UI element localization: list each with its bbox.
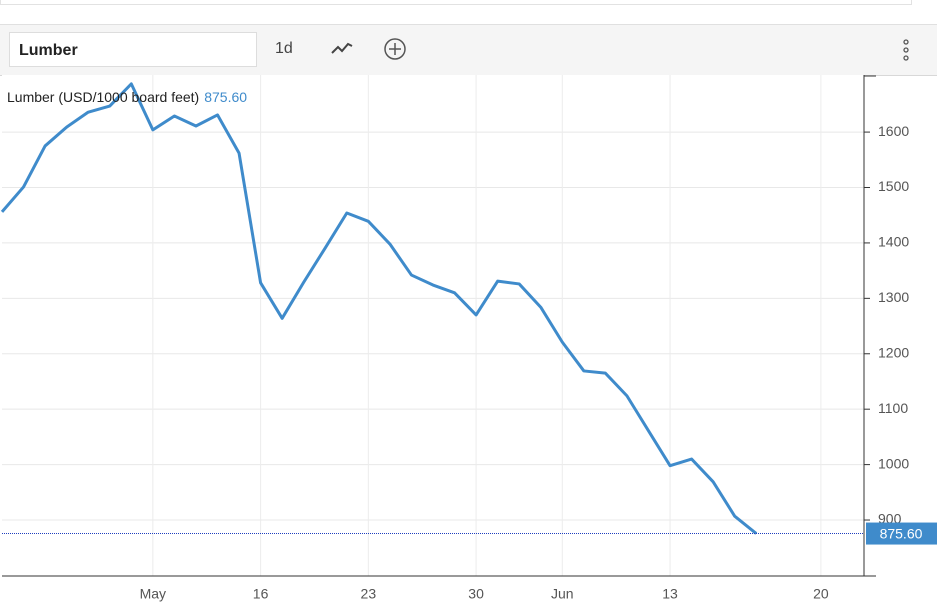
x-tick-label: 23 [361,586,377,602]
y-tick-label: 1000 [878,455,909,471]
price-line [0,82,758,535]
chart-type-button[interactable] [330,39,354,59]
title-text: Lumber (USD/1000 board feet) [7,89,199,105]
add-indicator-button[interactable] [383,37,407,61]
x-tick-label: 13 [662,586,678,602]
x-tick-label: Jun [551,586,574,602]
menu-button[interactable] [900,38,912,64]
y-tick-label: 1500 [878,178,909,194]
x-tick-label: 16 [253,586,269,602]
interval-button[interactable]: 1d [275,40,293,57]
top-panel [0,0,912,5]
plot-background [2,75,864,576]
x-tick-label: 30 [468,586,484,602]
last-price-label: 875.60 [880,525,923,541]
symbol-input[interactable]: Lumber [9,32,257,67]
y-tick-label: 1200 [878,344,909,360]
last-price-badge [866,522,937,545]
y-tick-label: 1600 [878,123,909,139]
title-price: 875.60 [204,89,247,105]
x-tick-label: May [140,586,166,602]
y-tick-label: 1300 [878,289,909,305]
y-tick-label: 1100 [878,400,908,416]
y-tick-label: 1400 [878,234,909,250]
chart-title: Lumber (USD/1000 board feet) 875.60 [7,89,247,105]
x-tick-label: 20 [813,586,829,602]
